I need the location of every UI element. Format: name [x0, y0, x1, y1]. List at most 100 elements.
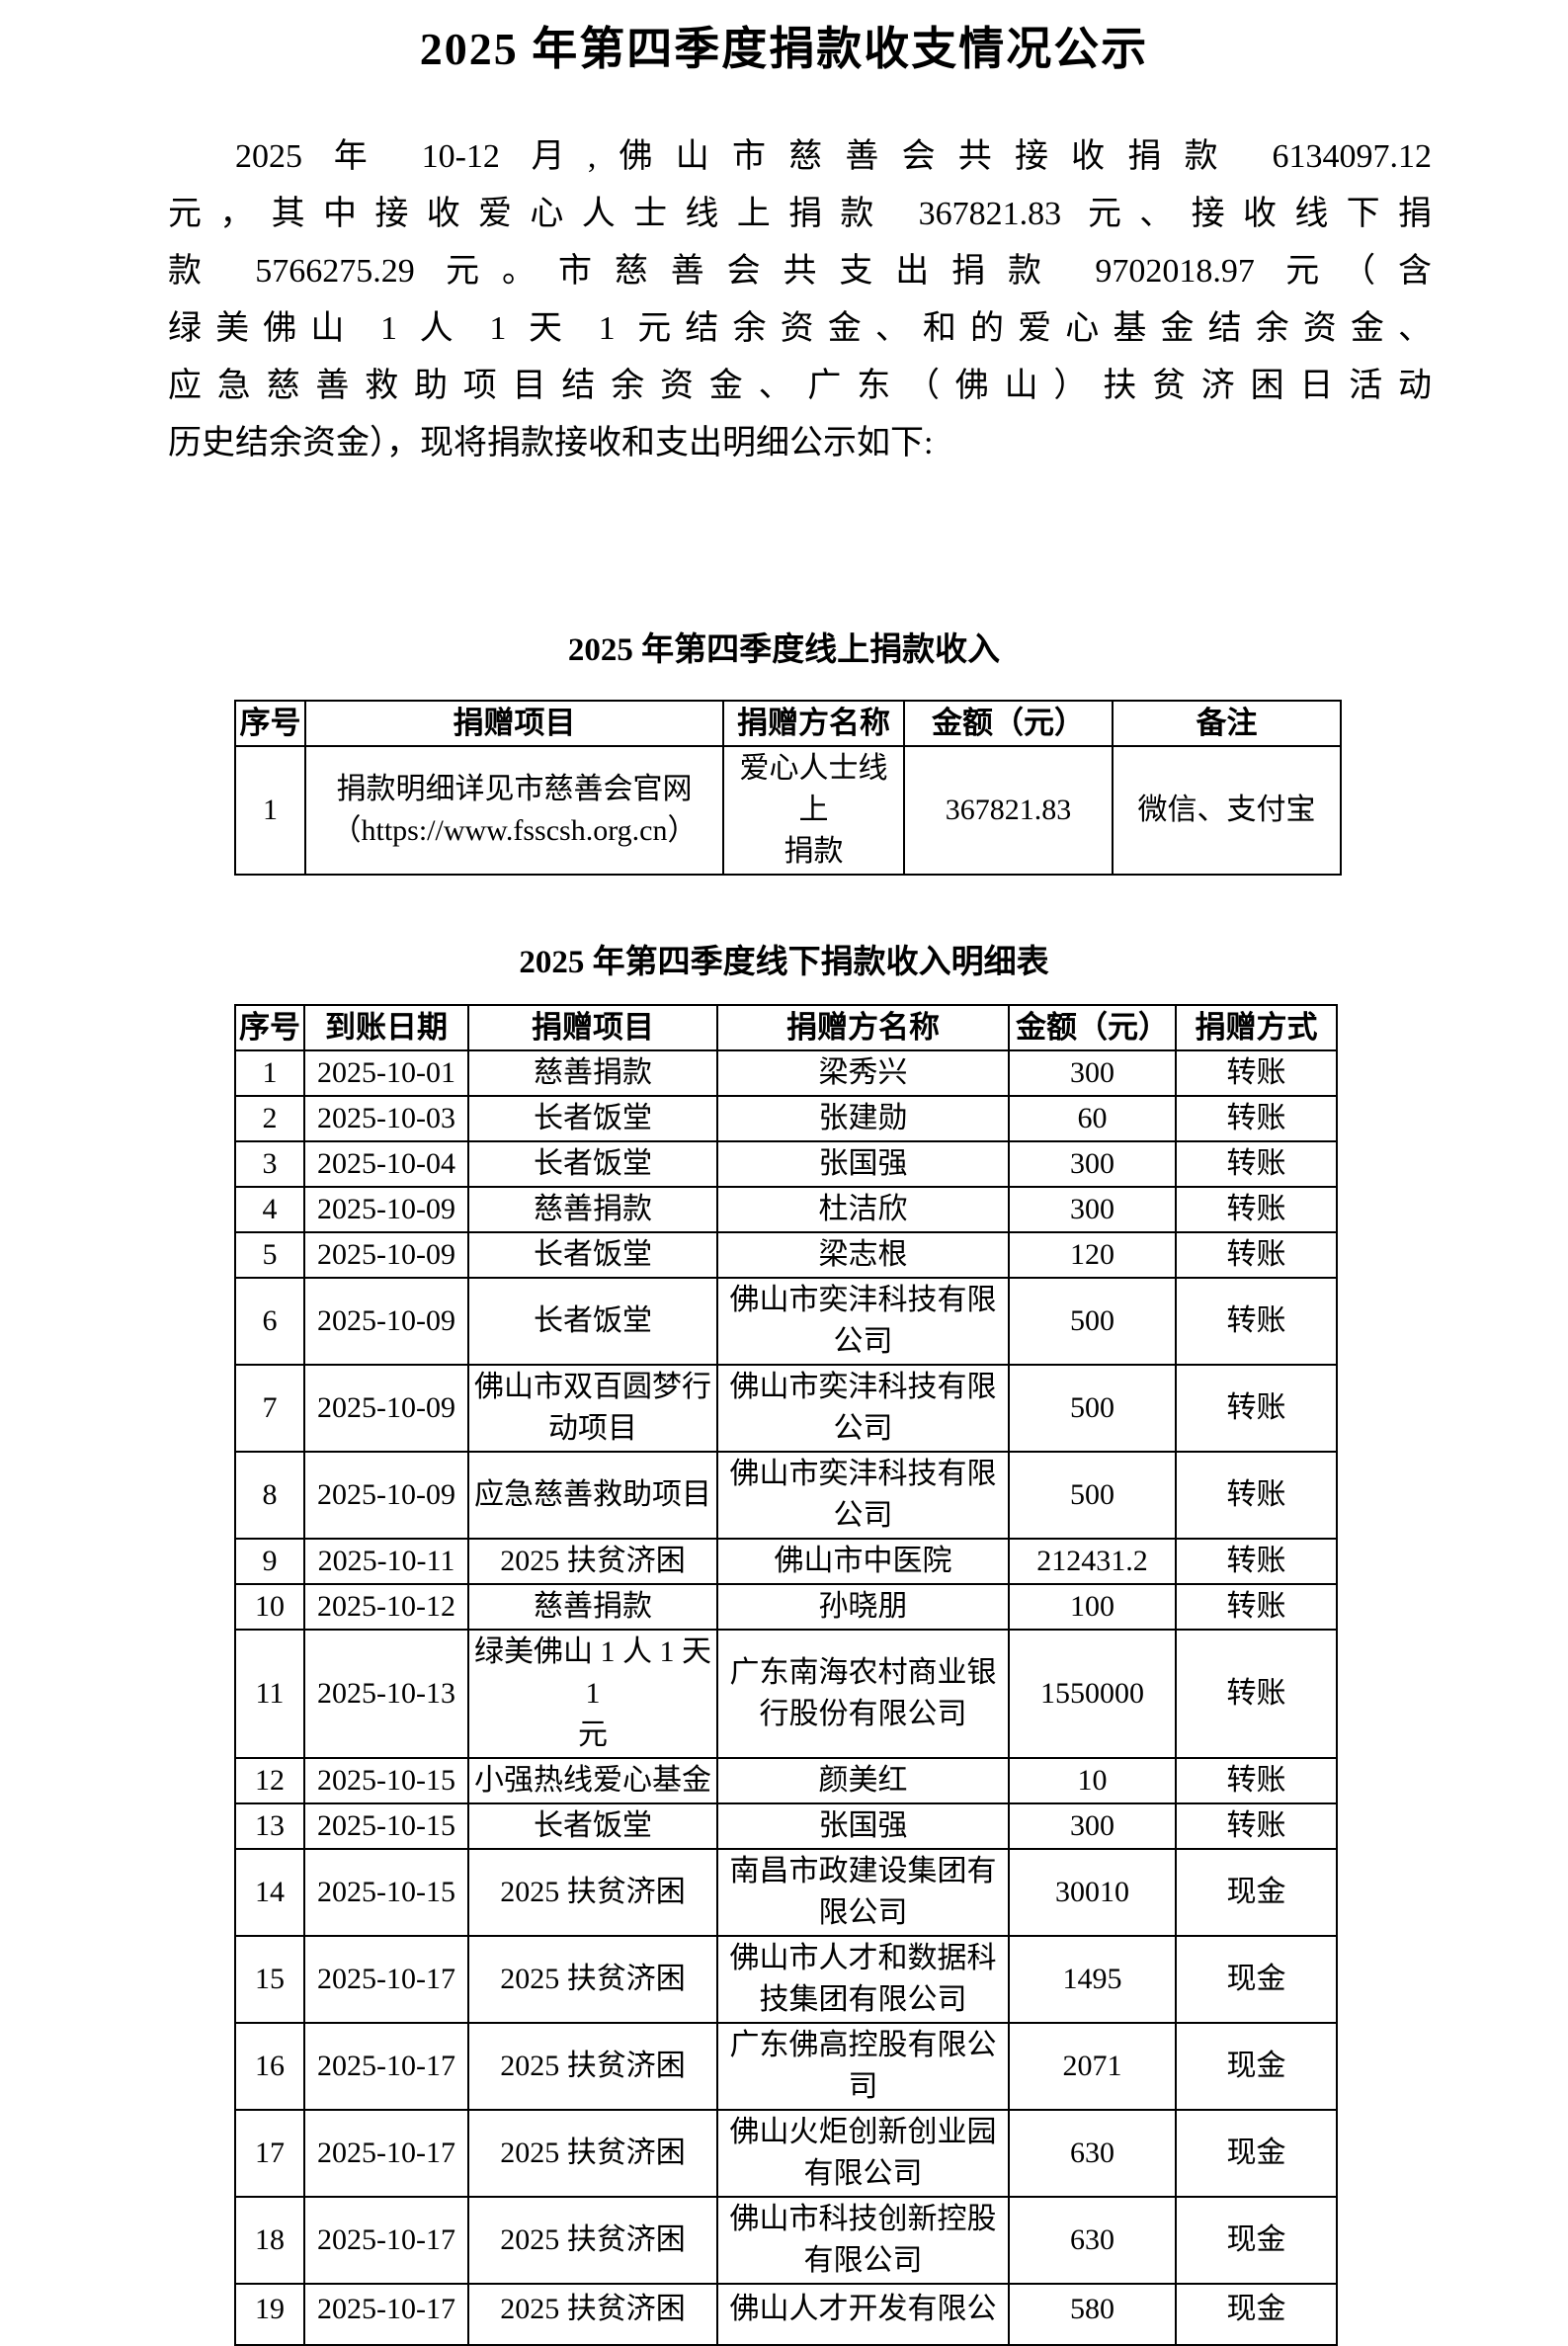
table-cell: 2025-10-03 [303, 1095, 469, 1142]
table-cell: 转账 [1175, 1186, 1338, 1233]
table-cell: 3 [234, 1140, 305, 1188]
table-cell: 捐款明细详见市慈善会官网 （https://www.fsscsh.org.cn） [304, 745, 724, 876]
page-title: 2025 年第四季度捐款收支情况公示 [419, 24, 1149, 74]
table-row: 12 2025-10-15 小强热线爱心基金 颜美红 10 转账 [234, 1757, 1338, 1804]
table-cell: 2025-10-09 [303, 1277, 469, 1366]
table-cell: 2025-10-17 [303, 1935, 469, 2024]
table-cell: 300 [1008, 1802, 1177, 1850]
table-cell: 1495 [1008, 1935, 1177, 2024]
table-cell: 转账 [1175, 1049, 1338, 1097]
table-cell: 2025-10-17 [303, 2022, 469, 2111]
table-cell: 孙晓朋 [716, 1583, 1010, 1631]
table-cell: 现金 [1175, 2196, 1338, 2285]
table-row: 7 2025-10-09 佛山市双百圆梦行 动项目 佛山市奕沣科技有限 公司 500 转账 [234, 1364, 1338, 1453]
table-cell: 慈善捐款 [467, 1049, 718, 1097]
table-cell: 15 [234, 1935, 305, 2024]
column-header: 捐赠方名称 [722, 700, 905, 747]
table-cell: 南昌市政建设集团有 限公司 [716, 1848, 1010, 1937]
table-cell: 2025-10-17 [303, 2196, 469, 2285]
table-cell: 2025 扶贫济困 [467, 1538, 718, 1585]
table-cell: 1550000 [1008, 1629, 1177, 1759]
table-cell: 2025 扶贫济困 [467, 2109, 718, 2198]
document-page: 2025 年第四季度捐款收支情况公示 2025 年 10-12 月,佛山市慈善会… [0, 22, 1568, 2346]
table-row: 13 2025-10-15 长者饭堂 张国强 300 转账 [234, 1802, 1338, 1850]
table-row: 16 2025-10-17 2025 扶贫济困 广东佛高控股有限公 司 2071 现金 [234, 2022, 1338, 2111]
intro-line-4: 绿美佛山 1 人 1 天 1 元结余资金、和的爱心基金结余资金、 [168, 310, 1432, 347]
table-cell: 转账 [1175, 1583, 1338, 1631]
table-cell: 慈善捐款 [467, 1186, 718, 1233]
table-cell: 现金 [1175, 2109, 1338, 2198]
table-cell: 300 [1008, 1140, 1177, 1188]
table-cell: 佛山人才开发有限公 [716, 2283, 1010, 2346]
table-row: 19 2025-10-17 2025 扶贫济困 佛山人才开发有限公 580 现金 [234, 2283, 1338, 2346]
offline-donation-table-title: 2025 年第四季度线下捐款收入明细表 [519, 945, 1049, 980]
intro-line-6: 历史结余资金），现将捐款接收和支出明细公示如下: [168, 425, 934, 461]
table-cell: 梁秀兴 [716, 1049, 1010, 1097]
table-cell: 2025-10-12 [303, 1583, 469, 1631]
online-donation-table: 序号 捐赠项目 捐赠方名称 金额（元） 备注 1 捐款明细详见市慈善会官网 （https:… [234, 700, 1342, 876]
table-row: 17 2025-10-17 2025 扶贫济困 佛山火炬创新创业园 有限公司 630 现金 [234, 2109, 1338, 2198]
table-row: 2 2025-10-03 长者饭堂 张建勋 60 转账 [234, 1095, 1338, 1142]
table-cell: 212431.2 [1008, 1538, 1177, 1585]
table-cell: 2025 扶贫济困 [467, 1848, 718, 1937]
table-cell: 佛山市双百圆梦行 动项目 [467, 1364, 718, 1453]
table-cell: 现金 [1175, 2283, 1338, 2346]
table-row: 4 2025-10-09 慈善捐款 杜洁欣 300 转账 [234, 1186, 1338, 1233]
table-cell: 微信、支付宝 [1112, 745, 1342, 876]
table-cell: 500 [1008, 1451, 1177, 1540]
column-header: 到账日期 [303, 1004, 469, 1051]
table-cell: 2025-10-09 [303, 1186, 469, 1233]
table-cell: 转账 [1175, 1451, 1338, 1540]
table-cell: 转账 [1175, 1364, 1338, 1453]
intro-paragraph: 2025 年 10-12 月,佛山市慈善会共接收捐款 6134097.12 元，… [168, 128, 1432, 472]
table-cell: 应急慈善救助项目 [467, 1451, 718, 1540]
table-cell: 580 [1008, 2283, 1177, 2346]
table-cell: 500 [1008, 1364, 1177, 1453]
online-donation-table-title: 2025 年第四季度线上捐款收入 [567, 632, 1001, 668]
table-cell: 2025 扶贫济困 [467, 1935, 718, 2024]
table-cell: 630 [1008, 2109, 1177, 2198]
table-cell: 14 [234, 1848, 305, 1937]
table-cell: 4 [234, 1186, 305, 1233]
table-cell: 转账 [1175, 1538, 1338, 1585]
table-cell: 500 [1008, 1277, 1177, 1366]
table-row: 9 2025-10-11 2025 扶贫济困 佛山市中医院 212431.2 转账 [234, 1538, 1338, 1585]
column-header: 捐赠方名称 [716, 1004, 1010, 1051]
table-cell: 2025-10-17 [303, 2109, 469, 2198]
table-cell: 367821.83 [903, 745, 1114, 876]
table-cell: 现金 [1175, 1935, 1338, 2024]
table-cell: 630 [1008, 2196, 1177, 2285]
table-cell: 2071 [1008, 2022, 1177, 2111]
table-cell: 2025-10-01 [303, 1049, 469, 1097]
table-cell: 12 [234, 1757, 305, 1804]
table-row: 10 2025-10-12 慈善捐款 孙晓朋 100 转账 [234, 1583, 1338, 1631]
table-cell: 转账 [1175, 1140, 1338, 1188]
table-cell: 爱心人士线上 捐款 [722, 745, 905, 876]
table-cell: 2025-10-11 [303, 1538, 469, 1585]
table-cell: 转账 [1175, 1802, 1338, 1850]
table-cell: 佛山市科技创新控股 有限公司 [716, 2196, 1010, 2285]
table-row: 15 2025-10-17 2025 扶贫济困 佛山市人才和数据科 技集团有限公司 14… [234, 1935, 1338, 2024]
table-cell: 120 [1008, 1231, 1177, 1279]
intro-line-1: 2025 年 10-12 月,佛山市慈善会共接收捐款 6134097.12 [235, 138, 1432, 175]
table-cell: 1 [234, 1049, 305, 1097]
table-row: 18 2025-10-17 2025 扶贫济困 佛山市科技创新控股 有限公司 630 现金 [234, 2196, 1338, 2285]
table-cell: 转账 [1175, 1629, 1338, 1759]
table-cell: 2025-10-17 [303, 2283, 469, 2346]
table-cell: 10 [1008, 1757, 1177, 1804]
table-cell: 13 [234, 1802, 305, 1850]
table-cell: 转账 [1175, 1095, 1338, 1142]
table-cell: 19 [234, 2283, 305, 2346]
intro-line-3: 款 5766275.29 元。市慈善会共支出捐款 9702018.97 元（含 [168, 253, 1432, 290]
column-header: 金额（元） [903, 700, 1114, 747]
table-row: 14 2025-10-15 2025 扶贫济困 南昌市政建设集团有 限公司 30010 现… [234, 1848, 1338, 1937]
table-cell: 长者饭堂 [467, 1140, 718, 1188]
table-cell: 梁志根 [716, 1231, 1010, 1279]
table-cell: 佛山市奕沣科技有限 公司 [716, 1451, 1010, 1540]
table-cell: 小强热线爱心基金 [467, 1757, 718, 1804]
table-cell: 10 [234, 1583, 305, 1631]
table-cell: 2025-10-09 [303, 1231, 469, 1279]
table-cell: 张国强 [716, 1802, 1010, 1850]
table-cell: 2025-10-04 [303, 1140, 469, 1188]
table-cell: 7 [234, 1364, 305, 1453]
